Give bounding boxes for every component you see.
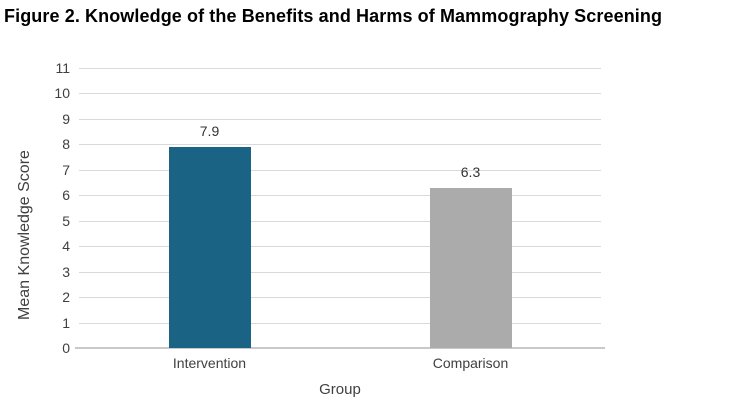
gridline xyxy=(79,118,601,120)
y-tick-label: 2 xyxy=(62,289,70,306)
y-tick-label: 1 xyxy=(62,314,70,331)
bar-value-label: 6.3 xyxy=(460,163,481,180)
x-axis-title: Group xyxy=(319,381,361,398)
gridline xyxy=(79,144,601,146)
y-tick-label: 3 xyxy=(62,263,70,280)
gridline xyxy=(79,195,601,197)
y-tick-label: 10 xyxy=(54,85,70,102)
y-tick-label: 5 xyxy=(62,212,70,229)
y-tick-label: 8 xyxy=(62,136,70,153)
bar-value-label: 7.9 xyxy=(199,122,220,139)
gridline xyxy=(79,68,601,69)
y-tick-label: 6 xyxy=(62,187,70,204)
y-tick-label: 0 xyxy=(62,340,70,356)
category-label: Comparison xyxy=(432,355,509,371)
category-label: Intervention xyxy=(172,355,247,371)
plot-area: 7.9 6.3 xyxy=(75,68,605,349)
y-tick-label: 4 xyxy=(62,238,70,255)
gridline xyxy=(79,322,601,324)
chart-title: Figure 2. Knowledge of the Benefits and … xyxy=(4,6,663,26)
y-tick-label: 7 xyxy=(62,161,70,178)
gridline xyxy=(79,246,601,248)
gridline xyxy=(79,169,601,171)
gridline xyxy=(79,271,601,273)
bar-intervention xyxy=(168,146,251,348)
y-tick-label: 11 xyxy=(55,60,70,76)
gridline xyxy=(79,220,601,222)
bar-comparison xyxy=(429,187,512,348)
x-axis-category-labels: Intervention Comparison xyxy=(79,355,601,374)
x-axis-line xyxy=(75,347,605,349)
gridline xyxy=(79,297,601,299)
gridline xyxy=(79,93,601,95)
y-axis-tick-labels: 0 1 2 3 4 5 6 7 8 9 10 11 xyxy=(28,61,70,355)
y-tick-label: 9 xyxy=(62,110,70,127)
